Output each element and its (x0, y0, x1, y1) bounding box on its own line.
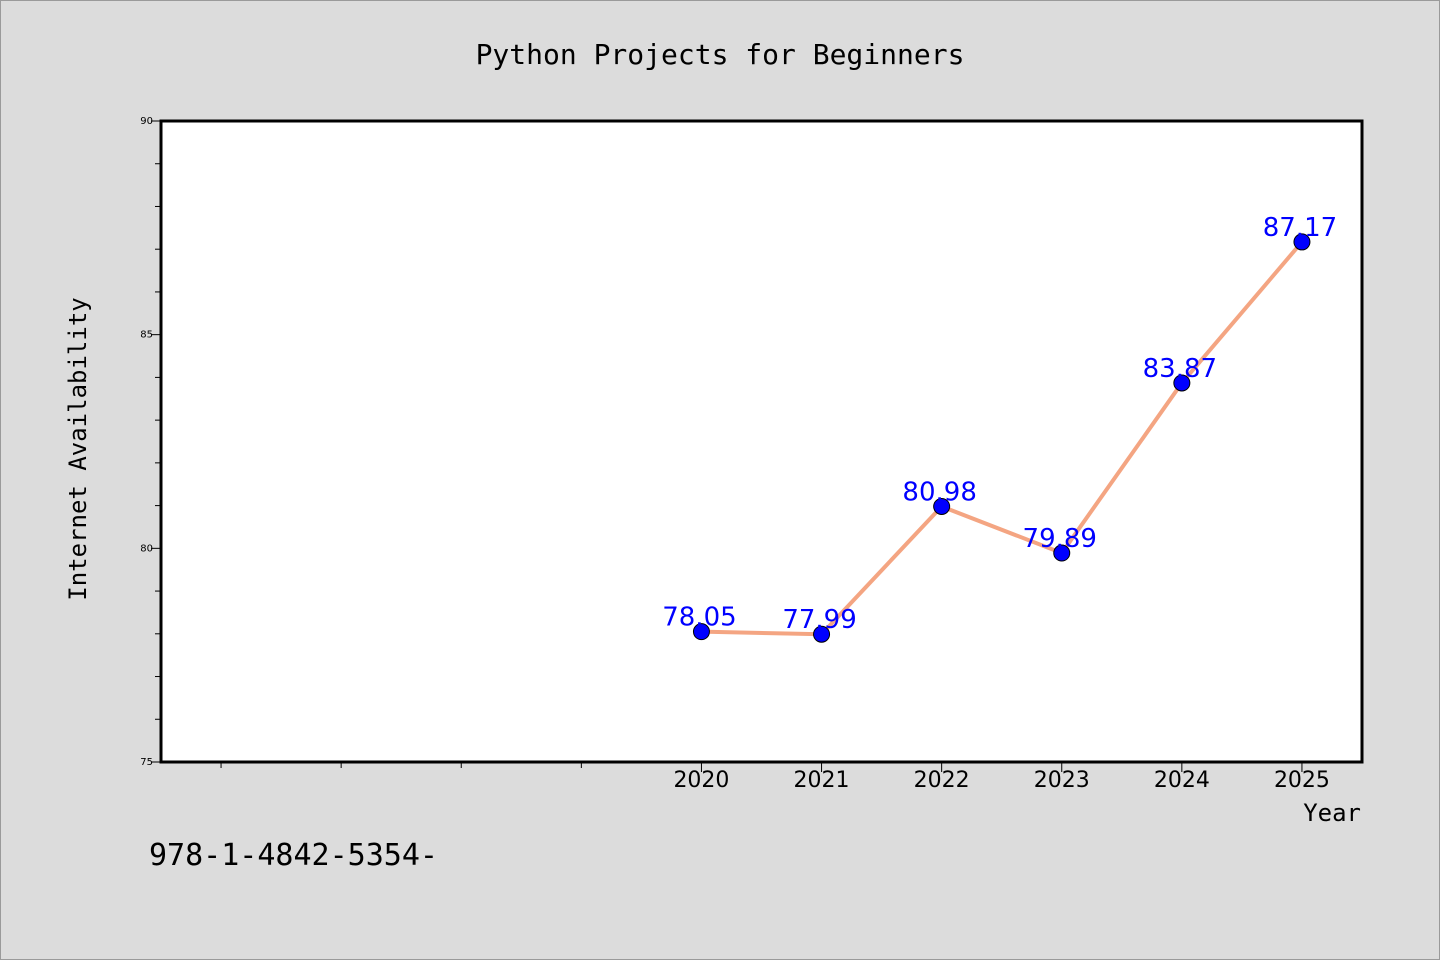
plot-area (161, 121, 1362, 762)
data-labels: 78.05 77.99 80.98 79.89 83.87 87.17 (662, 213, 1337, 635)
y-tick-label: 75 (140, 757, 153, 768)
x-tick-label: 2024 (1154, 768, 1210, 793)
x-tick-label: 2020 (673, 768, 729, 793)
x-tick-label: 2022 (914, 768, 970, 793)
x-axis-label: Year (1303, 799, 1361, 827)
data-label: 78.05 (662, 603, 736, 633)
y-tick-label: 85 (140, 330, 153, 341)
data-point-marker (1293, 233, 1311, 251)
x-axis: 2020 2021 2022 2023 2024 2025 (220, 762, 1330, 793)
y-axis: 75 80 85 90 (140, 116, 161, 768)
data-label: 77.99 (782, 605, 856, 635)
data-label: 87.17 (1263, 213, 1337, 243)
y-tick-label: 80 (140, 543, 153, 554)
x-tick-label: 2023 (1034, 768, 1090, 793)
data-label: 79.89 (1023, 524, 1097, 554)
data-point-marker (933, 497, 951, 515)
series-internet-availability (692, 233, 1311, 643)
footer-text: 978-1-4842-5354- (149, 838, 438, 873)
data-point-marker (692, 623, 710, 641)
data-label: 83.87 (1143, 354, 1217, 384)
data-point-marker (1173, 374, 1191, 392)
plot-frame (159, 119, 1364, 764)
x-tick-label: 2025 (1274, 768, 1330, 793)
x-tick-label: 2021 (794, 768, 850, 793)
data-point-marker (813, 625, 831, 643)
data-label: 80.98 (902, 477, 976, 507)
y-tick-label: 90 (140, 116, 153, 127)
chart-title: Python Projects for Beginners (476, 38, 965, 71)
data-point-marker (1053, 544, 1071, 562)
y-axis-label: Internet Availability (64, 297, 92, 600)
series-line (701, 240, 1304, 637)
